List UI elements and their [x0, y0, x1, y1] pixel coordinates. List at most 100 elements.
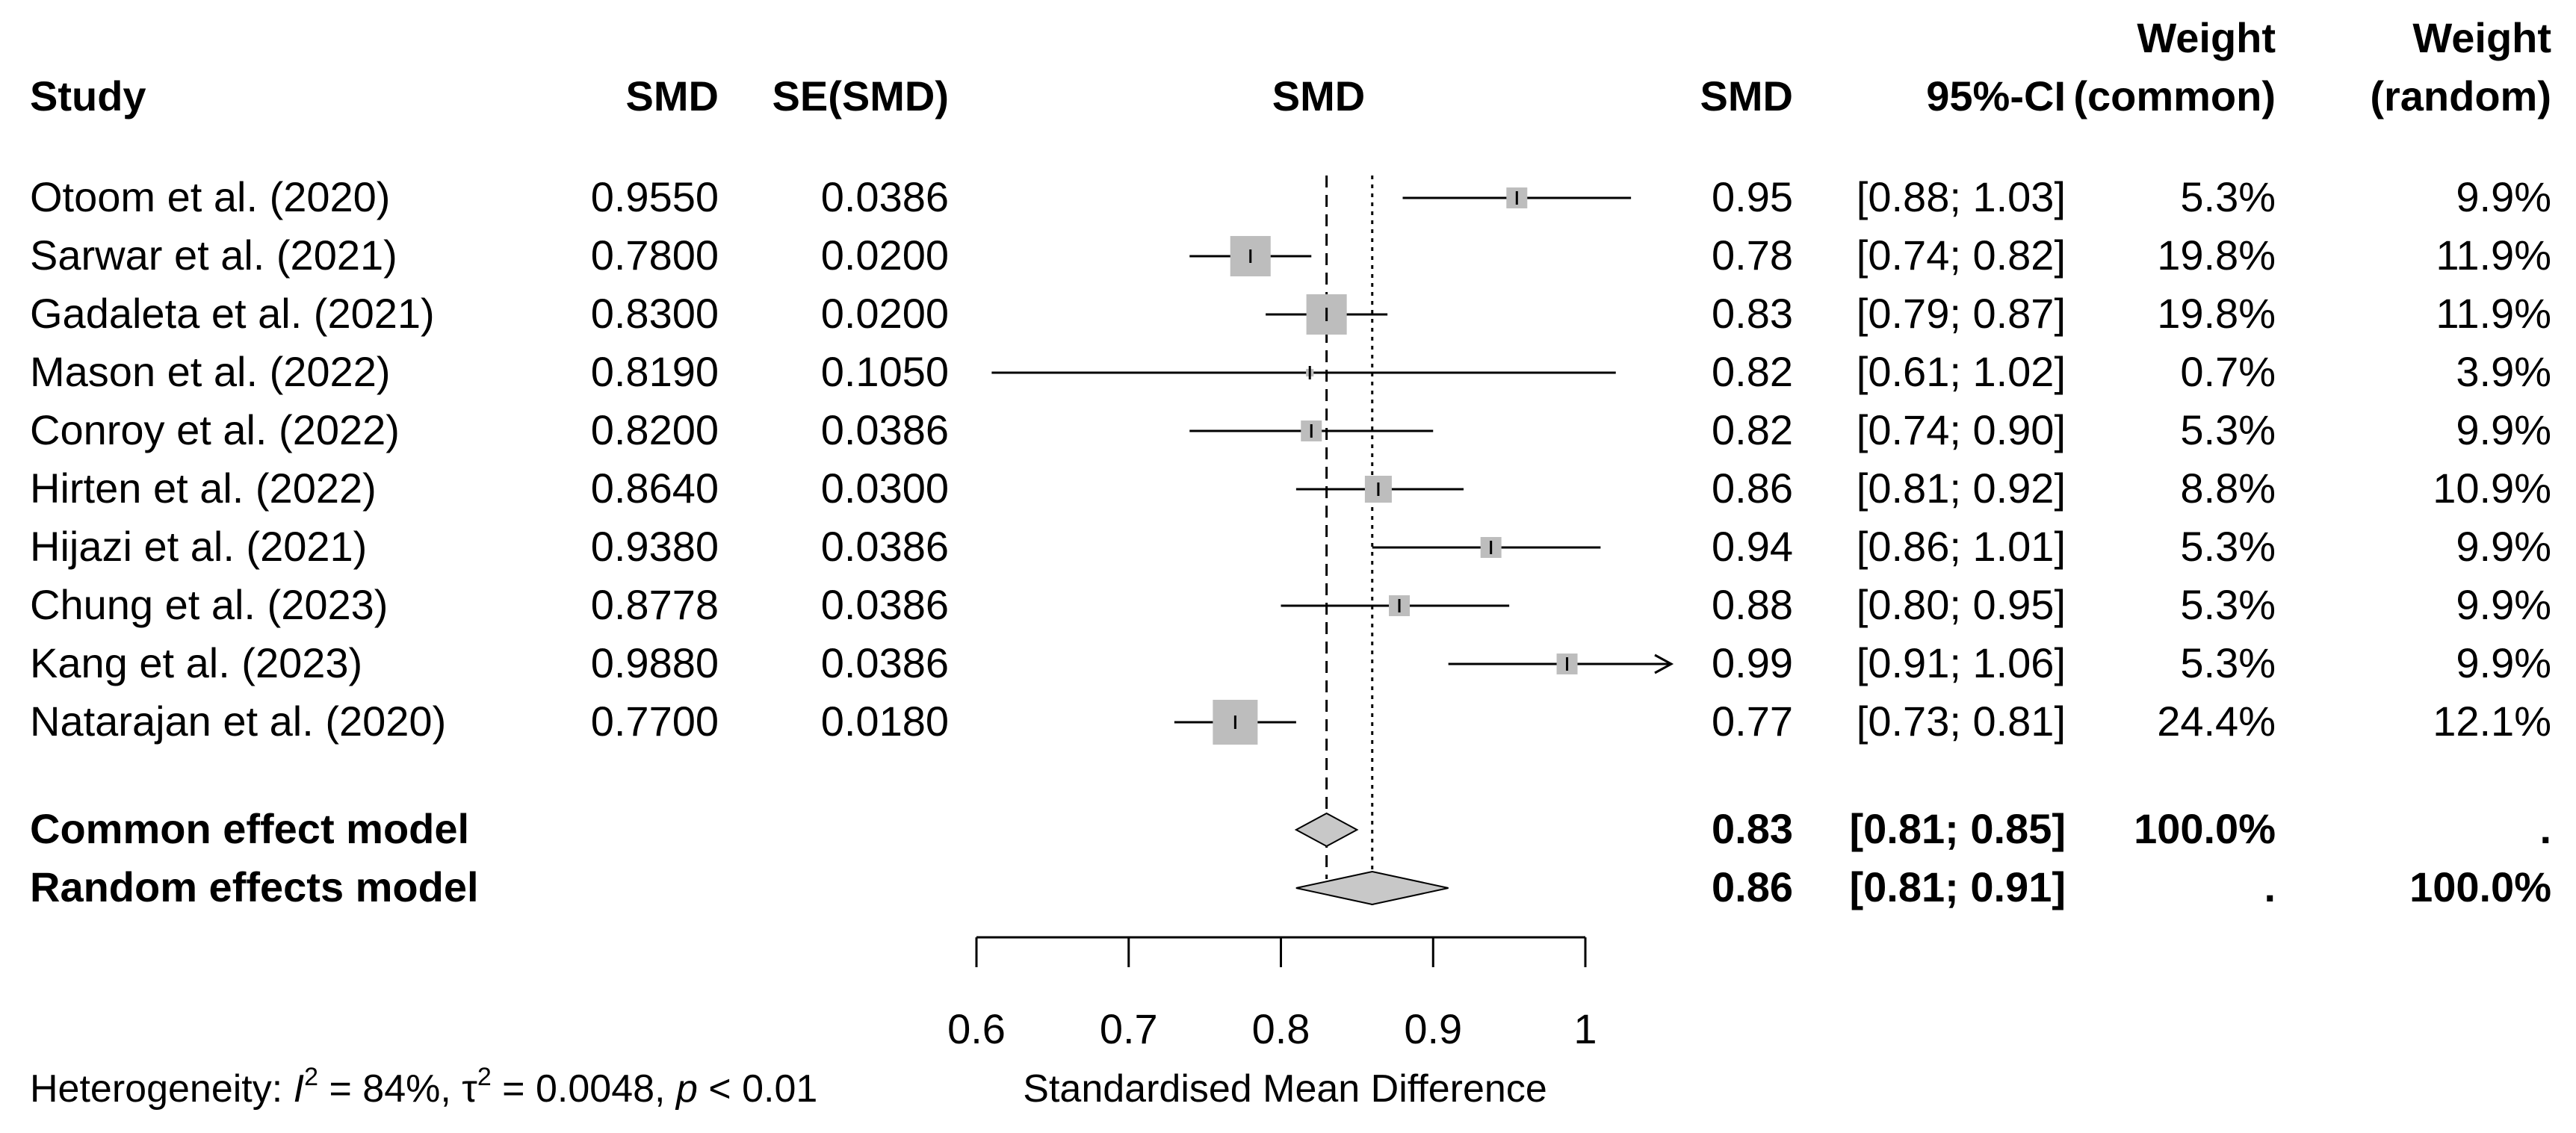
study-estimate: 0.83 — [1712, 290, 1793, 337]
study-weight-random: 9.9% — [2456, 581, 2551, 628]
study-estimate: 0.78 — [1712, 232, 1793, 279]
study-estimate: 0.82 — [1712, 348, 1793, 395]
study-smd: 0.9380 — [591, 523, 719, 570]
study-se: 0.0386 — [821, 406, 949, 453]
study-weight-common: 19.8% — [2157, 290, 2276, 337]
study-weight-random: 10.9% — [2433, 465, 2551, 512]
study-ci: [0.91; 1.06] — [1857, 639, 2066, 686]
study-weight-common: 5.3% — [2180, 639, 2276, 686]
study-estimate: 0.95 — [1712, 173, 1793, 220]
summary-estimate: 0.86 — [1712, 863, 1793, 910]
study-smd: 0.7800 — [591, 232, 719, 279]
study-weight-random: 9.9% — [2456, 173, 2551, 220]
study-name: Sarwar et al. (2021) — [30, 232, 397, 279]
study-name: Natarajan et al. (2020) — [30, 698, 446, 745]
summary-weight-common: . — [2264, 863, 2276, 910]
study-ci: [0.74; 0.82] — [1857, 232, 2066, 279]
study-name: Conroy et al. (2022) — [30, 406, 400, 453]
study-smd: 0.8190 — [591, 348, 719, 395]
study-se: 0.0300 — [821, 465, 949, 512]
study-ci: [0.61; 1.02] — [1857, 348, 2066, 395]
study-smd: 0.9880 — [591, 639, 719, 686]
study-weight-random: 11.9% — [2436, 290, 2551, 337]
study-smd: 0.8200 — [591, 406, 719, 453]
study-weight-common: 0.7% — [2180, 348, 2276, 395]
study-smd: 0.8778 — [591, 581, 719, 628]
study-ci: [0.80; 0.95] — [1857, 581, 2066, 628]
study-rows: Otoom et al. (2020) 0.9550 0.0386 0.95 [0.88… — [30, 173, 2551, 910]
study-estimate: 0.99 — [1712, 639, 1793, 686]
study-smd: 0.9550 — [591, 173, 719, 220]
study-weight-random: 9.9% — [2456, 523, 2551, 570]
x-tick-label: 0.8 — [1252, 1005, 1310, 1052]
common-effect-diamond — [1294, 812, 1359, 848]
heterogeneity-text: Heterogeneity: I2 = 84%, τ2 = 0.0048, p … — [30, 1063, 817, 1111]
ci-arrow — [1654, 654, 1674, 674]
header-plot-smd: SMD — [1272, 72, 1365, 119]
header-smd-value: SMD — [1700, 72, 1793, 119]
study-weight-random: 12.1% — [2433, 698, 2551, 745]
i2-value: = 84%, — [318, 1067, 462, 1111]
study-weight-common: 5.3% — [2180, 523, 2276, 570]
study-estimate: 0.94 — [1712, 523, 1793, 570]
study-name: Mason et al. (2022) — [30, 348, 390, 395]
header-se: SE(SMD) — [773, 72, 949, 119]
summary-weight-random: . — [2539, 805, 2551, 852]
study-estimate: 0.77 — [1712, 698, 1793, 745]
x-tick-label: 0.7 — [1100, 1005, 1158, 1052]
study-weight-common: 5.3% — [2180, 173, 2276, 220]
study-weight-random: 9.9% — [2456, 406, 2551, 453]
study-ci: [0.74; 0.90] — [1857, 406, 2066, 453]
study-weight-common: 19.8% — [2157, 232, 2276, 279]
tau-value: = 0.0048, — [492, 1067, 676, 1111]
header-ci: 95%-CI — [1926, 72, 2066, 119]
study-se: 0.0200 — [821, 290, 949, 337]
study-name: Otoom et al. (2020) — [30, 173, 390, 220]
header-study: Study — [30, 72, 146, 119]
summary-weight-random: 100.0% — [2409, 863, 2551, 910]
random-effect-diamond — [1295, 870, 1449, 906]
study-name: Hijazi et al. (2021) — [30, 523, 367, 570]
summary-ci: [0.81; 0.85] — [1850, 805, 2066, 852]
x-tick-label: 0.6 — [947, 1005, 1006, 1052]
study-se: 0.0386 — [821, 173, 949, 220]
study-se: 0.0180 — [821, 698, 949, 745]
study-estimate: 0.86 — [1712, 465, 1793, 512]
study-ci: [0.88; 1.03] — [1857, 173, 2066, 220]
study-weight-random: 11.9% — [2436, 232, 2551, 279]
study-ci: [0.79; 0.87] — [1857, 290, 2066, 337]
study-ci: [0.81; 0.92] — [1857, 465, 2066, 512]
heterogeneity-prefix: Heterogeneity: — [30, 1067, 294, 1111]
summary-ci: [0.81; 0.91] — [1850, 863, 2066, 910]
study-se: 0.0386 — [821, 639, 949, 686]
study-weight-common: 8.8% — [2180, 465, 2276, 512]
x-axis-label: Standardised Mean Difference — [1023, 1067, 1546, 1111]
header-smd: SMD — [626, 72, 719, 119]
study-se: 0.0386 — [821, 581, 949, 628]
study-smd: 0.8300 — [591, 290, 719, 337]
study-ci: [0.86; 1.01] — [1857, 523, 2066, 570]
study-name: Chung et al. (2023) — [30, 581, 388, 628]
x-axis: 0.6 0.7 0.8 0.9 1 — [947, 936, 1597, 1052]
study-weight-common: 5.3% — [2180, 581, 2276, 628]
study-weight-random: 3.9% — [2456, 348, 2551, 395]
tau-symbol: τ — [462, 1067, 477, 1111]
x-tick-label: 1 — [1573, 1005, 1597, 1052]
study-name: Kang et al. (2023) — [30, 639, 362, 686]
study-name: Gadaleta et al. (2021) — [30, 290, 435, 337]
study-weight-random: 9.9% — [2456, 639, 2551, 686]
p-value: < 0.01 — [698, 1067, 817, 1111]
study-se: 0.1050 — [821, 348, 949, 395]
header-weight-common-2: (common) — [2073, 72, 2276, 119]
summary-weight-common: 100.0% — [2134, 805, 2276, 852]
i2-symbol: I — [294, 1067, 304, 1111]
header-weight-random-2: (random) — [2370, 72, 2551, 119]
study-smd: 0.7700 — [591, 698, 719, 745]
tau-sup: 2 — [477, 1063, 492, 1091]
header-weight-random-1: Weight — [2412, 14, 2551, 61]
plot-area — [991, 176, 1674, 909]
summary-estimate: 0.83 — [1712, 805, 1793, 852]
summary-name: Common effect model — [30, 805, 469, 852]
study-weight-common: 24.4% — [2157, 698, 2276, 745]
